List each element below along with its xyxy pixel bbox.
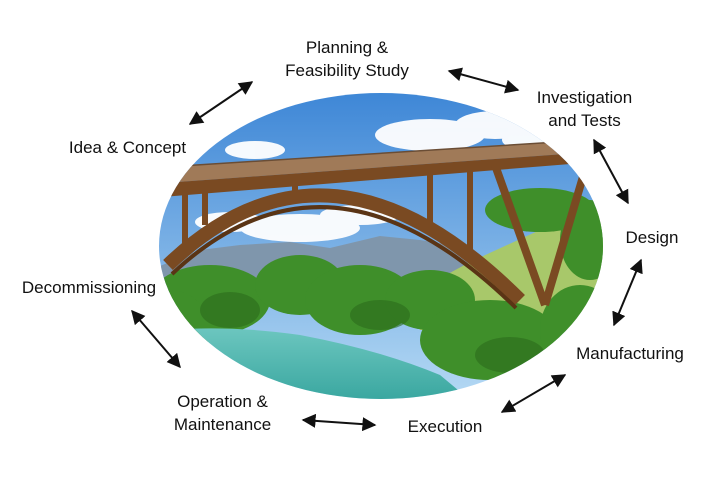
- stage-label-line: Maintenance: [173, 415, 272, 434]
- stage-label-line: Idea & Concept: [68, 138, 187, 157]
- stage-label-line: Manufacturing: [576, 344, 684, 363]
- arrow-design-manufacturing: [612, 258, 643, 327]
- stage-decommissioning: Decommissioning: [4, 276, 174, 299]
- stage-planning-feasibility: Planning & Feasibility Study: [262, 36, 432, 82]
- stage-operation-maintenance: Operation & Maintenance: [155, 390, 290, 436]
- stage-label-line: and Tests: [548, 111, 621, 130]
- stage-label-line: Design: [625, 228, 679, 247]
- arrow-manufacturing-execution: [500, 374, 567, 413]
- arrow-investigation-design: [593, 138, 629, 205]
- arrow-idea-planning: [188, 81, 254, 125]
- stage-execution: Execution: [390, 415, 500, 438]
- cycle-arrows: [131, 67, 643, 432]
- stage-label-line: Execution: [407, 417, 483, 436]
- stage-label-line: Investigation: [536, 88, 633, 107]
- stage-investigation-tests: Investigation and Tests: [522, 86, 647, 132]
- arrow-operation-decommissioning: [131, 309, 181, 369]
- bridge: [159, 137, 603, 310]
- stage-label-line: Planning &: [305, 38, 389, 57]
- bridge-photo: [159, 93, 603, 399]
- arrow-planning-investigation: [447, 67, 520, 94]
- stage-label-line: Decommissioning: [21, 278, 157, 297]
- stage-idea-concept: Idea & Concept: [60, 136, 195, 159]
- stage-design: Design: [612, 226, 692, 249]
- stage-label-line: Operation &: [177, 392, 268, 411]
- stage-manufacturing: Manufacturing: [560, 342, 700, 365]
- stage-label-line: Feasibility Study: [285, 61, 409, 80]
- arrow-execution-operation: [301, 413, 377, 432]
